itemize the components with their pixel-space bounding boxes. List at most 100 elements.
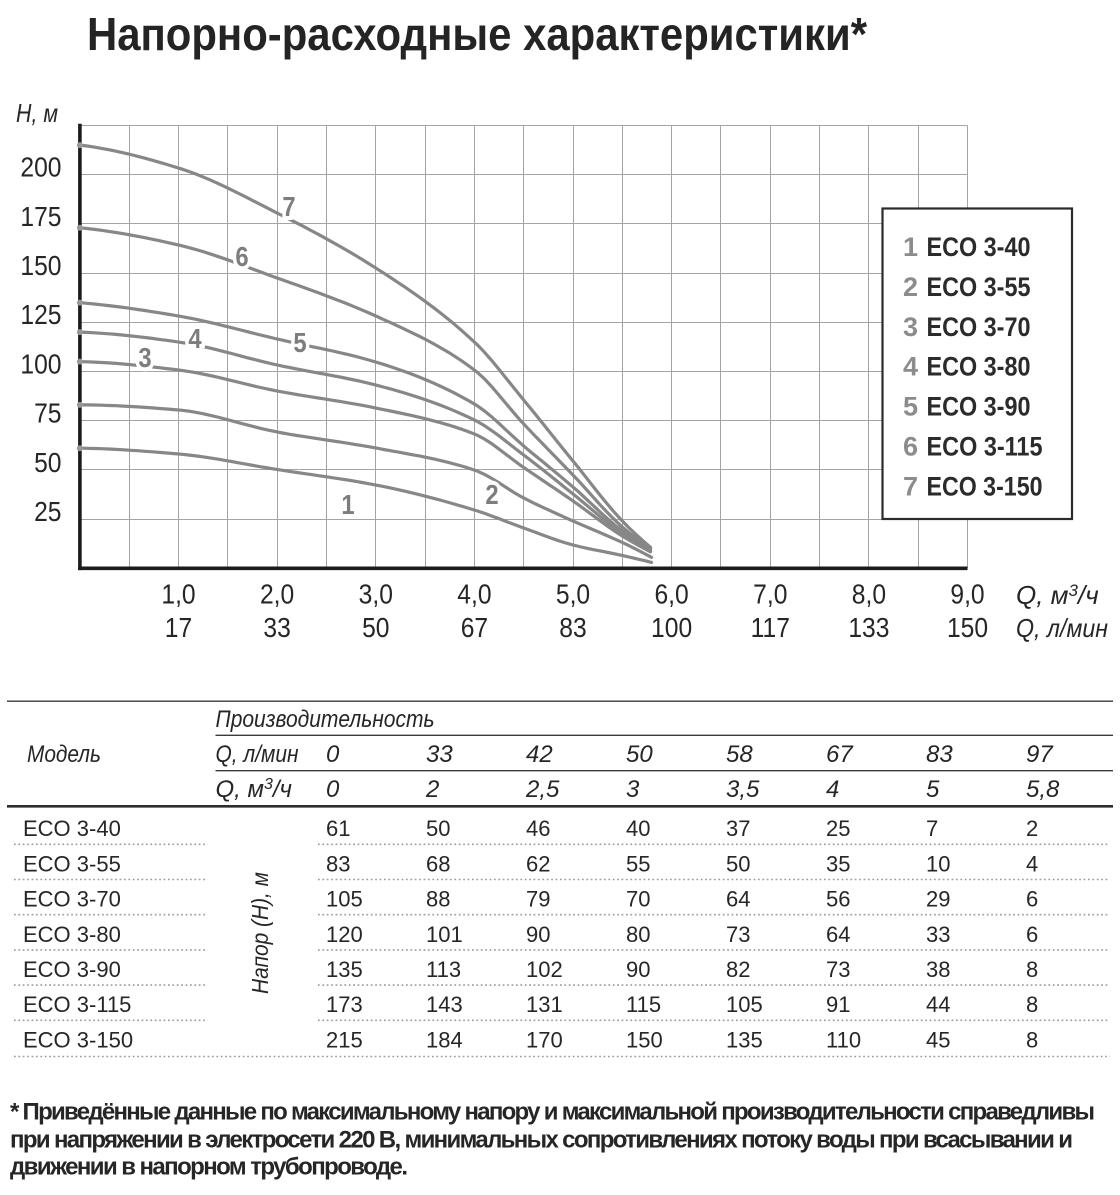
svg-text:44: 44 bbox=[926, 992, 950, 1017]
svg-text:37: 37 bbox=[726, 816, 750, 841]
svg-text:ECO 3-115: ECO 3-115 bbox=[23, 992, 131, 1017]
svg-text:73: 73 bbox=[826, 957, 850, 982]
svg-text:4: 4 bbox=[1026, 851, 1038, 876]
svg-text:105: 105 bbox=[326, 887, 363, 912]
svg-text:ECO 3-40: ECO 3-40 bbox=[23, 816, 121, 841]
svg-text:ECO 3-80: ECO 3-80 bbox=[927, 352, 1031, 382]
svg-text:7: 7 bbox=[903, 471, 918, 501]
svg-text:100: 100 bbox=[651, 612, 692, 644]
svg-text:82: 82 bbox=[726, 957, 750, 982]
svg-text:4: 4 bbox=[903, 352, 918, 382]
svg-text:7: 7 bbox=[926, 816, 938, 841]
svg-text:25: 25 bbox=[34, 496, 61, 528]
svg-text:8: 8 bbox=[1026, 1027, 1038, 1052]
svg-text:2: 2 bbox=[485, 478, 498, 510]
svg-text:Q, л/мин: Q, л/мин bbox=[1016, 613, 1108, 643]
svg-text:* Приведённые данные по максим: * Приведённые данные по максимальному на… bbox=[10, 1099, 1095, 1126]
svg-text:9,0: 9,0 bbox=[950, 578, 984, 610]
svg-text:50: 50 bbox=[362, 612, 389, 644]
svg-text:56: 56 bbox=[826, 887, 850, 912]
svg-text:135: 135 bbox=[726, 1027, 763, 1052]
svg-text:0: 0 bbox=[326, 741, 340, 768]
svg-text:7,0: 7,0 bbox=[753, 578, 787, 610]
svg-text:50: 50 bbox=[426, 816, 450, 841]
svg-text:5,0: 5,0 bbox=[556, 578, 590, 610]
svg-text:113: 113 bbox=[426, 957, 461, 982]
svg-text:143: 143 bbox=[426, 992, 463, 1017]
svg-text:ECO 3-70: ECO 3-70 bbox=[23, 887, 121, 912]
svg-text:ECO 3-150: ECO 3-150 bbox=[927, 471, 1043, 501]
svg-text:2: 2 bbox=[1026, 816, 1038, 841]
svg-text:110: 110 bbox=[826, 1027, 861, 1052]
svg-text:97: 97 bbox=[1026, 741, 1054, 768]
svg-text:58: 58 bbox=[726, 741, 753, 768]
svg-text:ECO 3-80: ECO 3-80 bbox=[23, 922, 121, 947]
svg-text:5: 5 bbox=[293, 326, 306, 358]
svg-text:3,5: 3,5 bbox=[726, 776, 760, 803]
svg-text:35: 35 bbox=[826, 851, 850, 876]
svg-text:68: 68 bbox=[426, 851, 450, 876]
svg-text:29: 29 bbox=[926, 887, 950, 912]
svg-text:5: 5 bbox=[926, 776, 940, 803]
svg-text:62: 62 bbox=[526, 851, 550, 876]
svg-text:25: 25 bbox=[826, 816, 850, 841]
svg-text:73: 73 bbox=[726, 922, 750, 947]
svg-text:46: 46 bbox=[526, 816, 550, 841]
svg-text:67: 67 bbox=[826, 741, 854, 768]
svg-text:ECO 3-55: ECO 3-55 bbox=[23, 851, 121, 876]
svg-text:6: 6 bbox=[903, 432, 918, 462]
svg-text:Напор (Н), м: Напор (Н), м bbox=[247, 872, 273, 994]
svg-text:8,0: 8,0 bbox=[852, 578, 886, 610]
svg-text:131: 131 bbox=[526, 992, 563, 1017]
svg-text:ECO 3-90: ECO 3-90 bbox=[23, 957, 121, 982]
svg-text:0: 0 bbox=[326, 776, 340, 803]
svg-text:133: 133 bbox=[848, 612, 889, 644]
svg-text:55: 55 bbox=[626, 851, 650, 876]
svg-text:10: 10 bbox=[926, 851, 950, 876]
svg-text:61: 61 bbox=[326, 816, 350, 841]
svg-text:3: 3 bbox=[138, 341, 151, 373]
svg-text:101: 101 bbox=[426, 922, 463, 947]
svg-text:42: 42 bbox=[526, 741, 553, 768]
svg-text:2,0: 2,0 bbox=[260, 578, 294, 610]
svg-text:83: 83 bbox=[559, 612, 586, 644]
svg-text:ECO 3-150: ECO 3-150 bbox=[23, 1027, 133, 1052]
svg-text:8: 8 bbox=[1026, 992, 1038, 1017]
svg-text:4,0: 4,0 bbox=[457, 578, 491, 610]
svg-text:4: 4 bbox=[188, 322, 202, 354]
svg-text:33: 33 bbox=[263, 612, 290, 644]
svg-text:6: 6 bbox=[1026, 887, 1038, 912]
svg-text:1: 1 bbox=[903, 232, 918, 262]
svg-text:ECO 3-55: ECO 3-55 bbox=[927, 272, 1031, 302]
svg-text:175: 175 bbox=[20, 200, 61, 232]
svg-text:90: 90 bbox=[626, 957, 650, 982]
svg-text:90: 90 bbox=[526, 922, 550, 947]
svg-text:5: 5 bbox=[903, 392, 918, 422]
svg-text:88: 88 bbox=[426, 887, 450, 912]
svg-text:50: 50 bbox=[726, 851, 750, 876]
svg-text:Модель: Модель bbox=[27, 741, 101, 768]
svg-text:Q, м3/ч: Q, м3/ч bbox=[216, 776, 292, 803]
svg-text:102: 102 bbox=[526, 957, 563, 982]
svg-text:50: 50 bbox=[626, 741, 653, 768]
svg-text:при напряжении в электросети 2: при напряжении в электросети 220 В, мини… bbox=[10, 1127, 1073, 1154]
svg-text:100: 100 bbox=[20, 348, 61, 380]
svg-text:4: 4 bbox=[826, 776, 839, 803]
svg-text:173: 173 bbox=[326, 992, 363, 1017]
svg-text:215: 215 bbox=[326, 1027, 363, 1052]
svg-text:ECO 3-115: ECO 3-115 bbox=[927, 432, 1043, 462]
svg-text:3: 3 bbox=[626, 776, 640, 803]
svg-text:Q, м3/ч: Q, м3/ч bbox=[1016, 580, 1099, 610]
svg-text:6: 6 bbox=[1026, 922, 1038, 947]
svg-text:91: 91 bbox=[826, 992, 850, 1017]
svg-text:8: 8 bbox=[1026, 957, 1038, 982]
svg-text:200: 200 bbox=[20, 151, 61, 183]
svg-text:движении в напорном трубопрово: движении в напорном трубопроводе. bbox=[10, 1154, 408, 1181]
svg-text:70: 70 bbox=[626, 887, 650, 912]
svg-text:80: 80 bbox=[626, 922, 650, 947]
svg-text:115: 115 bbox=[626, 992, 661, 1017]
svg-text:79: 79 bbox=[526, 887, 550, 912]
svg-text:ECO 3-40: ECO 3-40 bbox=[927, 232, 1031, 262]
svg-text:184: 184 bbox=[426, 1027, 463, 1052]
svg-text:105: 105 bbox=[726, 992, 763, 1017]
